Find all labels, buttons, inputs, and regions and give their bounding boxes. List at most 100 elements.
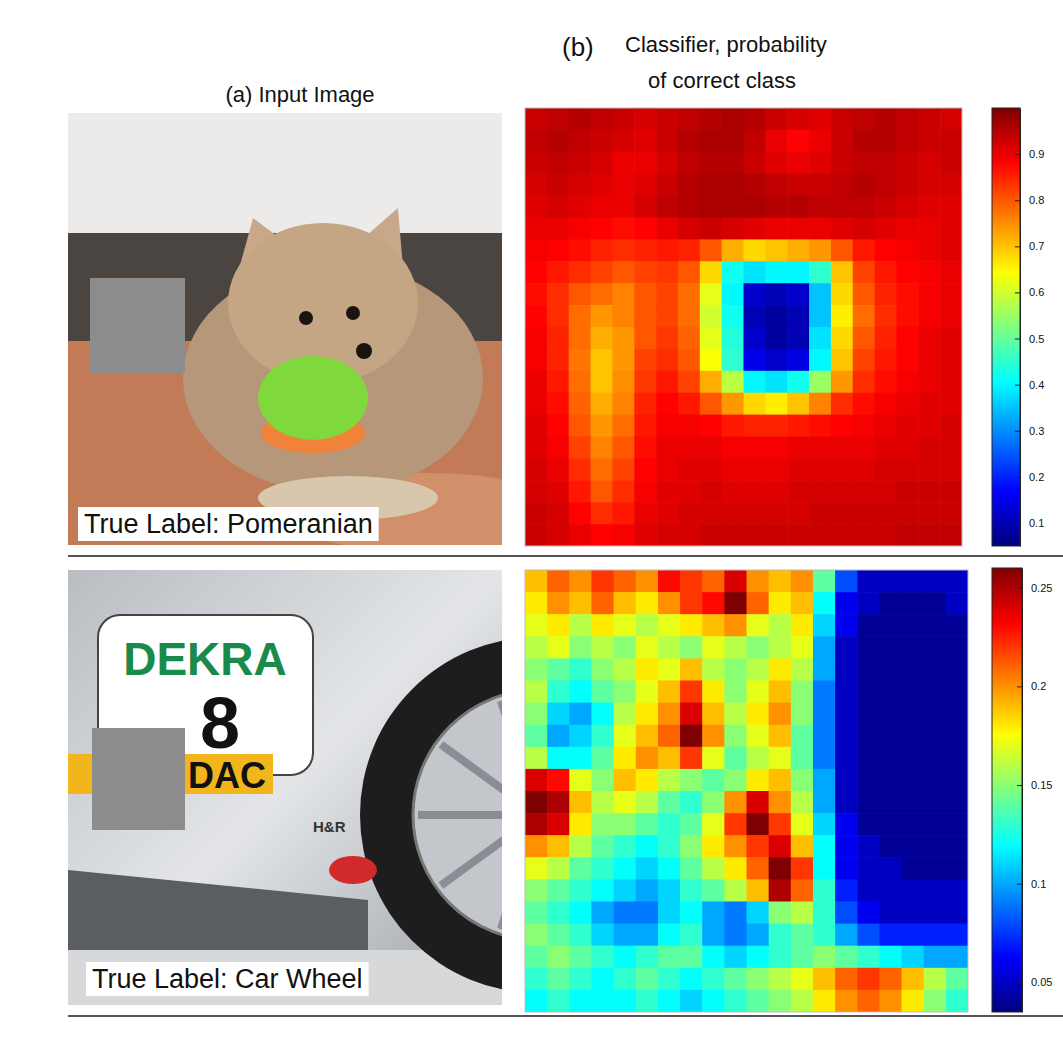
heatmap-cell (835, 703, 858, 726)
heatmap-cell (769, 747, 792, 770)
heatmap-cell (612, 437, 634, 460)
heatmap-cell (525, 283, 547, 306)
heatmap-cell (722, 283, 744, 306)
heatmap-cell (747, 968, 770, 991)
heatmap-cell (879, 968, 902, 991)
heatmap-cell (787, 196, 809, 219)
heatmap-cell (879, 769, 902, 792)
heatmap-cell (831, 393, 853, 416)
heatmap-cell (875, 108, 897, 131)
heatmap-cell (722, 327, 744, 350)
heatmap-cell (902, 791, 925, 814)
heatmap-cell (946, 990, 968, 1012)
tick-mark (1015, 385, 1020, 386)
heatmap-cell (569, 902, 592, 925)
heatmap-cell (813, 813, 836, 836)
heatmap-cell (809, 349, 831, 372)
heatmap-cell (591, 791, 614, 814)
heatmap-cell (940, 305, 962, 328)
heatmap-cell (924, 879, 947, 902)
heatmap-cell (547, 524, 569, 546)
heatmap-cell (656, 218, 678, 241)
heatmap-cell (787, 305, 809, 328)
heatmap-cell (700, 174, 722, 197)
heatmap-cell (902, 725, 925, 748)
heatmap-cell (591, 480, 613, 503)
heatmap-cell (857, 946, 880, 969)
heatmap-cell (879, 902, 902, 925)
heatmap-cell (525, 570, 548, 593)
heatmap-cell (765, 174, 787, 197)
tick-mark (1015, 292, 1020, 293)
heatmap-cell (656, 196, 678, 219)
heatmap-cell (614, 857, 637, 880)
heatmap-cell (525, 393, 547, 416)
heatmap-cell (658, 636, 681, 659)
heatmap-cell (724, 968, 747, 991)
heatmap-cell (853, 152, 875, 175)
heatmap-cell (940, 349, 962, 372)
heatmap-cell (656, 502, 678, 525)
heatmap-cell (744, 437, 766, 460)
heatmap-cell (678, 283, 700, 306)
heatmap-cell (591, 968, 614, 991)
heatmap-cell (902, 658, 925, 681)
heatmap-cell (656, 305, 678, 328)
heatmap-cell (791, 879, 814, 902)
heatmap-cell (835, 835, 858, 858)
heatmap-cell (636, 791, 659, 814)
heatmap-cell (831, 283, 853, 306)
heatmap-cell (700, 196, 722, 219)
heatmap-cell (940, 218, 962, 241)
heatmap-cell (591, 835, 614, 858)
heatmap-cell (946, 614, 968, 637)
heatmap-cell (875, 437, 897, 460)
heatmap-cell (702, 857, 725, 880)
heatmap-cell (835, 924, 858, 947)
heatmap-cell (791, 703, 814, 726)
heatmap-cell (875, 415, 897, 438)
heatmap-cell (853, 437, 875, 460)
heatmap-cell (612, 327, 634, 350)
heatmap-cell (569, 769, 592, 792)
heatmap-frame (525, 108, 962, 546)
heatmap-cell (924, 990, 947, 1012)
heatmap-cell (787, 218, 809, 241)
heatmap-cell (831, 327, 853, 350)
heatmap-cell (853, 174, 875, 197)
heatmap-cell (924, 570, 947, 593)
heatmap-cell (634, 327, 656, 350)
heatmap-cell (875, 196, 897, 219)
heatmap-cell (835, 681, 858, 704)
heatmap-cell (700, 218, 722, 241)
heatmap-cell (896, 152, 918, 175)
heatmap-cell (591, 902, 614, 925)
heatmap-cell (902, 681, 925, 704)
heatmap-cell (614, 879, 637, 902)
heatmap-cell (747, 747, 770, 770)
heatmap-cell (547, 152, 569, 175)
heatmap-cell (724, 835, 747, 858)
heatmap-cell (612, 239, 634, 262)
heatmap-cell (702, 769, 725, 792)
heatmap-cell (896, 371, 918, 394)
heatmap-cell (924, 857, 947, 880)
heatmap-cell (940, 239, 962, 262)
heatmap-cell (787, 239, 809, 262)
heatmap-cell (875, 283, 897, 306)
heatmap-cell (547, 283, 569, 306)
heatmap-cell (787, 502, 809, 525)
heatmap-cell (946, 857, 968, 880)
heatmap-cell (547, 791, 570, 814)
heatmap-cell (547, 327, 569, 350)
caption: True Label: Pomeranian (78, 507, 379, 541)
heatmap-cell (809, 393, 831, 416)
heatmap-cell (722, 130, 744, 153)
heatmap-cell (791, 835, 814, 858)
heatmap-cell (525, 305, 547, 328)
heatmap-cell (875, 305, 897, 328)
tick: 0.7 (1015, 240, 1044, 252)
heatmap-cell (702, 946, 725, 969)
tick: 0.25 (1017, 582, 1052, 594)
heatmap-cell (744, 524, 766, 546)
